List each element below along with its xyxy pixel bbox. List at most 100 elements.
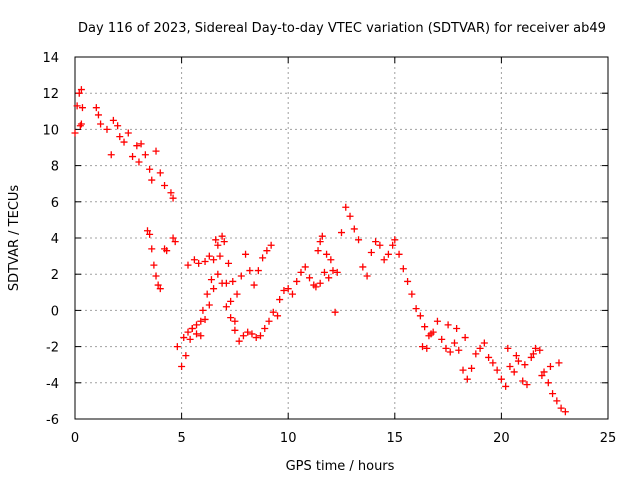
- data-point: [259, 254, 267, 262]
- data-point: [442, 344, 450, 352]
- data-point: [197, 317, 205, 325]
- data-point: [71, 129, 79, 137]
- series-morning-oscillation: [178, 232, 275, 371]
- data-point: [306, 274, 314, 282]
- data-point: [346, 212, 354, 220]
- data-point: [532, 344, 540, 352]
- data-point: [120, 138, 128, 146]
- y-tick-label: 4: [51, 232, 59, 247]
- data-point: [188, 325, 196, 332]
- data-point: [261, 325, 269, 332]
- data-point: [75, 89, 83, 97]
- data-point: [455, 346, 463, 354]
- y-tick-label: 6: [51, 196, 59, 211]
- series-midday: [276, 203, 397, 316]
- data-point: [301, 263, 309, 271]
- data-point: [141, 151, 149, 159]
- data-point: [380, 256, 388, 264]
- data-point: [331, 308, 339, 316]
- data-point: [316, 279, 324, 287]
- data-point: [239, 332, 247, 340]
- y-tick-label: -6: [46, 413, 59, 428]
- data-point: [201, 315, 209, 323]
- data-point: [254, 267, 262, 275]
- data-point: [182, 352, 190, 360]
- data-point: [433, 317, 441, 325]
- series-afternoon-decline: [391, 236, 493, 383]
- data-point: [227, 297, 235, 305]
- data-point: [355, 236, 363, 244]
- data-point: [248, 330, 256, 338]
- data-point: [325, 274, 333, 282]
- data-point: [489, 359, 497, 367]
- data-point: [94, 111, 102, 119]
- data-point: [124, 129, 132, 137]
- data-point: [359, 263, 367, 271]
- data-point: [222, 303, 230, 311]
- data-point: [502, 382, 510, 390]
- data-point: [419, 343, 427, 351]
- grid: [75, 57, 608, 419]
- data-point: [199, 306, 207, 314]
- data-point: [327, 256, 335, 264]
- y-tick-label: 10: [42, 123, 59, 138]
- data-point: [391, 236, 399, 244]
- y-tick-label: 8: [51, 160, 59, 175]
- data-point: [404, 277, 412, 285]
- data-point: [316, 238, 324, 246]
- data-point: [493, 366, 501, 374]
- data-point: [205, 252, 213, 260]
- data-point: [197, 332, 205, 340]
- data-point: [274, 312, 282, 320]
- x-tick-label: 20: [493, 431, 510, 446]
- x-tick-label: 25: [600, 431, 617, 446]
- x-tick-label: 0: [71, 431, 79, 446]
- data-point: [169, 194, 177, 202]
- data-point: [92, 104, 100, 112]
- data-point: [250, 281, 258, 289]
- data-point: [150, 261, 158, 269]
- data-point: [372, 238, 380, 246]
- data-point: [367, 248, 375, 256]
- y-tick-label: 12: [42, 87, 59, 102]
- data-point: [504, 344, 512, 352]
- data-point: [553, 397, 561, 405]
- data-point: [214, 270, 222, 278]
- data-point: [416, 312, 424, 320]
- data-point: [269, 308, 277, 316]
- series-morning-lower-band: [180, 270, 282, 345]
- data-point: [114, 122, 122, 130]
- data-point: [97, 120, 105, 128]
- data-point: [412, 305, 420, 313]
- data-point: [201, 258, 209, 266]
- data-point: [195, 259, 203, 267]
- data-point: [173, 343, 181, 351]
- data-point: [463, 375, 471, 383]
- data-point: [421, 323, 429, 331]
- data-point: [146, 165, 154, 173]
- data-point: [218, 232, 226, 240]
- data-point: [476, 344, 484, 352]
- data-point: [450, 339, 458, 347]
- data-point: [529, 350, 537, 358]
- series-evening: [489, 344, 569, 416]
- data-point: [538, 372, 546, 380]
- data-point: [472, 350, 480, 358]
- x-axis-label: GPS time / hours: [286, 459, 395, 474]
- data-point: [263, 247, 271, 255]
- x-tick-label: 10: [280, 431, 297, 446]
- data-point: [148, 176, 156, 184]
- data-point: [171, 238, 179, 246]
- data-point: [77, 120, 85, 128]
- data-point: [210, 285, 218, 293]
- data-point: [320, 268, 328, 276]
- data-point: [167, 189, 175, 197]
- data-point: [212, 236, 220, 244]
- data-point: [246, 267, 254, 275]
- y-tick-label: -2: [46, 341, 59, 356]
- data-point: [444, 321, 452, 329]
- data-point: [312, 283, 320, 291]
- data-point: [103, 125, 111, 133]
- data-point: [510, 368, 518, 376]
- data-point: [480, 339, 488, 347]
